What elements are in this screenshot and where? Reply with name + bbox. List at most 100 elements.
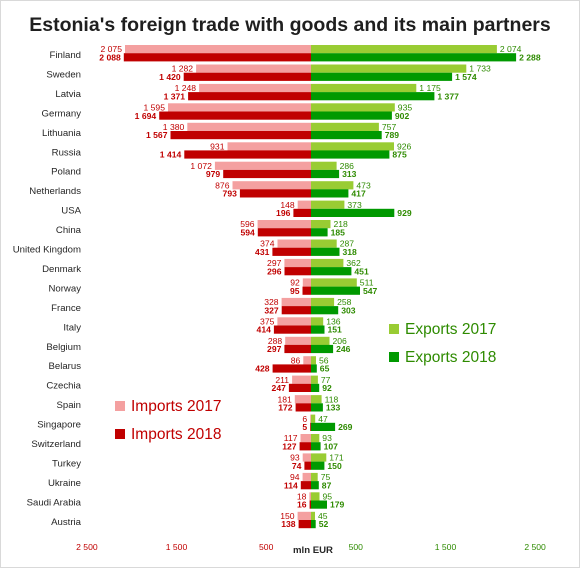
value-label-exports-2018: 2 288 xyxy=(519,52,541,62)
value-label-imports-2018: 297 xyxy=(267,344,282,354)
bar-imports-2018 xyxy=(188,92,311,101)
value-label-imports-2018: 74 xyxy=(292,461,302,471)
bar-imports-2017 xyxy=(310,414,311,423)
bar-imports-2018 xyxy=(239,189,311,198)
category-label: Belgium xyxy=(46,342,81,353)
category-label: Spain xyxy=(56,400,81,411)
value-label-exports-2018: 451 xyxy=(354,266,369,276)
chart-title: Estonia's foreign trade with goods and i… xyxy=(29,14,551,36)
category-label: Norway xyxy=(48,283,81,294)
legend-swatch xyxy=(115,401,125,411)
bar-imports-2018 xyxy=(295,403,311,412)
bar-exports-2018 xyxy=(311,189,349,198)
category-label: United Kingdom xyxy=(13,245,81,256)
bar-exports-2017 xyxy=(311,142,394,151)
value-label-imports-2018: 327 xyxy=(264,305,279,315)
value-label-exports-2018: 417 xyxy=(351,189,366,199)
value-label-imports-2018: 979 xyxy=(206,169,221,179)
value-label-imports-2018: 1 420 xyxy=(159,72,181,82)
bar-exports-2017 xyxy=(311,317,324,326)
bar-imports-2018 xyxy=(272,247,311,256)
category-label: Sweden xyxy=(46,69,81,80)
value-label-imports-2017: 18 xyxy=(297,492,307,502)
bar-imports-2018 xyxy=(302,286,311,295)
value-label-imports-2018: 138 xyxy=(281,519,296,529)
value-label-imports-2017: 94 xyxy=(290,472,300,482)
bar-exports-2017 xyxy=(311,103,395,112)
category-label: Italy xyxy=(63,322,81,333)
value-label-exports-2017: 286 xyxy=(340,161,355,171)
value-label-imports-2017: 150 xyxy=(280,511,295,521)
bar-imports-2017 xyxy=(300,434,311,443)
bar-exports-2017 xyxy=(311,45,497,54)
value-label-exports-2017: 47 xyxy=(318,414,328,424)
value-label-exports-2017: 56 xyxy=(319,355,329,365)
value-label-imports-2017: 375 xyxy=(260,317,275,327)
value-label-imports-2017: 2 075 xyxy=(100,44,122,54)
bar-exports-2017 xyxy=(311,434,320,443)
value-label-imports-2017: 297 xyxy=(267,258,282,268)
value-label-imports-2018: 431 xyxy=(255,247,270,257)
value-label-imports-2017: 86 xyxy=(291,355,301,365)
bar-exports-2018 xyxy=(311,442,321,451)
value-label-imports-2018: 114 xyxy=(284,480,298,490)
value-label-imports-2017: 148 xyxy=(280,200,295,210)
category-label: Finland xyxy=(50,50,81,61)
value-label-exports-2017: 218 xyxy=(334,219,349,229)
value-label-exports-2017: 511 xyxy=(360,278,374,288)
bar-exports-2018 xyxy=(311,520,316,529)
bar-exports-2017 xyxy=(311,453,327,462)
bar-imports-2017 xyxy=(292,375,311,384)
legend-label: Imports 2018 xyxy=(131,426,221,443)
value-label-imports-2018: 2 088 xyxy=(99,52,121,62)
legend-swatch xyxy=(115,429,125,439)
bar-imports-2017 xyxy=(277,317,311,326)
value-label-imports-2017: 328 xyxy=(264,297,279,307)
bar-exports-2017 xyxy=(311,472,318,482)
bar-exports-2018 xyxy=(311,111,392,120)
bar-exports-2018 xyxy=(311,422,336,431)
value-label-imports-2018: 428 xyxy=(255,364,270,374)
value-label-exports-2017: 45 xyxy=(318,511,328,521)
bar-exports-2018 xyxy=(311,500,327,509)
bar-imports-2018 xyxy=(273,325,311,334)
category-label: France xyxy=(51,303,81,314)
value-label-imports-2017: 288 xyxy=(268,336,283,346)
bar-imports-2017 xyxy=(125,45,311,54)
bar-imports-2017 xyxy=(257,220,311,229)
bar-exports-2018 xyxy=(311,286,360,295)
value-label-imports-2018: 16 xyxy=(297,500,307,510)
bar-exports-2017 xyxy=(311,181,354,190)
value-label-imports-2018: 5 xyxy=(302,422,307,432)
value-label-imports-2018: 172 xyxy=(278,403,293,413)
value-label-exports-2018: 318 xyxy=(343,247,358,257)
bar-imports-2018 xyxy=(299,442,311,451)
bar-imports-2018 xyxy=(284,267,311,276)
bar-exports-2017 xyxy=(311,161,337,170)
value-label-imports-2017: 1 380 xyxy=(163,122,185,132)
bar-imports-2017 xyxy=(303,356,311,365)
value-label-imports-2017: 596 xyxy=(240,219,255,229)
bar-imports-2018 xyxy=(298,520,311,529)
bar-exports-2018 xyxy=(311,481,319,490)
value-label-imports-2018: 95 xyxy=(290,286,300,296)
bar-imports-2017 xyxy=(232,181,311,190)
value-label-imports-2017: 1 248 xyxy=(175,83,197,93)
value-label-exports-2017: 136 xyxy=(326,317,341,327)
bar-exports-2017 xyxy=(311,375,318,384)
value-label-exports-2017: 2 074 xyxy=(500,44,522,54)
value-label-exports-2017: 473 xyxy=(356,180,371,190)
bar-exports-2017 xyxy=(311,278,357,287)
value-label-exports-2018: 313 xyxy=(342,169,357,179)
bar-exports-2018 xyxy=(311,53,517,62)
legend-label: Exports 2017 xyxy=(405,321,496,338)
bar-imports-2018 xyxy=(310,422,311,431)
value-label-exports-2017: 926 xyxy=(397,141,412,151)
value-label-exports-2018: 1 377 xyxy=(437,91,459,101)
category-label: Russia xyxy=(52,147,82,158)
x-tick-label: 2 500 xyxy=(524,542,546,552)
bar-exports-2017 xyxy=(311,122,379,131)
bar-imports-2017 xyxy=(196,64,311,73)
bar-imports-2018 xyxy=(257,228,311,237)
bar-imports-2018 xyxy=(272,364,311,373)
